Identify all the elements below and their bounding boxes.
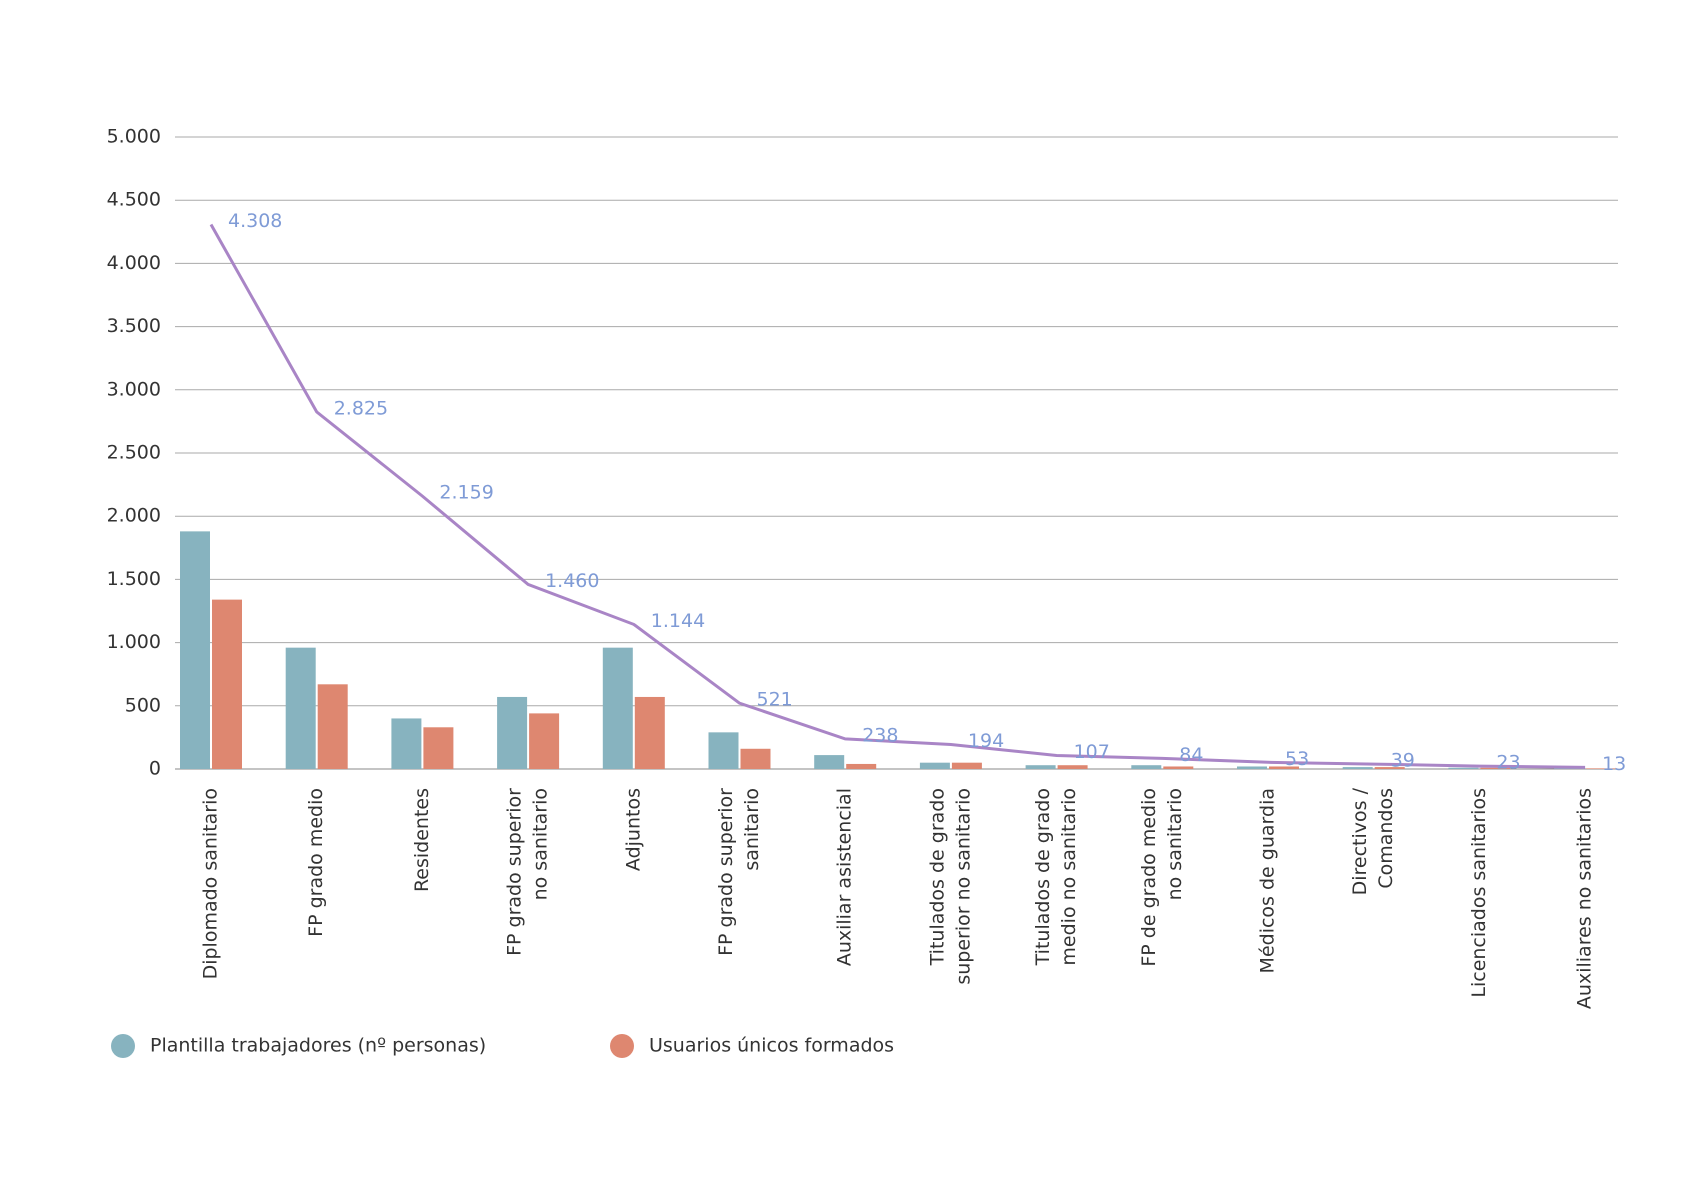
data-label: 39 [1391, 750, 1415, 772]
y-tick-label: 1.000 [107, 631, 161, 653]
line [209, 223, 1586, 769]
bar [814, 755, 845, 769]
data-label: 23 [1496, 752, 1520, 774]
y-tick-label: 2.000 [107, 505, 161, 527]
bar [1237, 766, 1267, 769]
y-tick-label: 2.500 [107, 442, 161, 464]
x-tick-label: FP grado superior [504, 788, 526, 956]
legend-swatch [610, 1034, 634, 1058]
bar [391, 718, 422, 769]
x-tick-label: Diplomado sanitario [200, 788, 222, 979]
bar [919, 762, 950, 769]
bar [602, 647, 633, 769]
bar [1480, 767, 1511, 769]
bar [529, 713, 560, 769]
x-tick-label: medio no sanitario [1058, 788, 1080, 966]
x-tick-label: Residentes [411, 788, 433, 892]
bar [1448, 767, 1479, 769]
bar [708, 732, 739, 769]
bar [1342, 767, 1373, 769]
bar [285, 647, 316, 769]
x-tick-label: superior no sanitario [952, 788, 974, 985]
legend-label: Usuarios únicos formados [649, 1035, 894, 1057]
data-label: 84 [1179, 744, 1203, 766]
bar [212, 599, 242, 769]
legend-swatch [111, 1034, 135, 1058]
data-label: 1.144 [651, 610, 705, 632]
x-tick-label: Titulados de grado [1032, 788, 1054, 966]
data-label: 1.460 [545, 570, 599, 592]
bar [1374, 767, 1405, 769]
bar [1554, 768, 1585, 769]
x-tick-label: Titulados de grado [926, 788, 948, 966]
bar [634, 696, 665, 769]
y-tick-label: 4.000 [107, 252, 161, 274]
x-tick-label: no sanitario [1164, 788, 1186, 900]
x-tick-label: FP de grado medio [1138, 788, 1160, 967]
data-label: 13 [1602, 753, 1626, 775]
bar [1163, 766, 1194, 769]
bar [740, 748, 771, 769]
x-tick-label: Directivos / [1349, 787, 1371, 895]
data-label: 194 [968, 730, 1004, 752]
x-tick-label: Adjuntos [622, 788, 644, 871]
bar [951, 762, 982, 769]
bar [846, 763, 877, 769]
x-tick-label: Auxiliar asistencial [834, 788, 856, 966]
y-tick-label: 4.500 [107, 189, 161, 211]
data-label: 53 [1285, 748, 1309, 770]
data-label: 238 [862, 724, 898, 746]
bar [1131, 765, 1162, 769]
bar [1269, 766, 1299, 769]
bar [1586, 768, 1617, 769]
bar [180, 531, 210, 769]
x-tick-label: Médicos de guardia [1257, 788, 1279, 973]
y-tick-label: 3.500 [107, 315, 161, 337]
y-tick-label: 3.000 [107, 378, 161, 400]
bar [423, 727, 454, 769]
x-tick-label: no sanitario [530, 788, 552, 900]
x-tick-label: FP grado medio [305, 788, 327, 937]
data-label: 2.825 [334, 397, 388, 419]
data-label: 4.308 [228, 210, 282, 232]
bar [1057, 765, 1088, 769]
x-tick-label: Licenciados sanitarios [1468, 788, 1490, 998]
data-label: 2.159 [439, 482, 493, 504]
bar [497, 696, 528, 769]
legend-label: Plantilla trabajadores (nº personas) [150, 1035, 486, 1057]
y-tick-label: 0 [149, 758, 161, 780]
bar [1025, 765, 1056, 769]
data-label: 521 [757, 689, 793, 711]
y-tick-label: 5.000 [107, 126, 161, 148]
data-label: 107 [1074, 741, 1110, 763]
x-tick-label: Comandos [1375, 788, 1397, 889]
x-tick-label: Auxiliares no sanitarios [1574, 788, 1596, 1009]
x-tick-label: FP grado superior [715, 788, 737, 956]
y-tick-label: 1.500 [107, 568, 161, 590]
bar [317, 684, 348, 769]
y-tick-label: 500 [125, 694, 161, 716]
x-tick-label: sanitario [741, 788, 763, 871]
